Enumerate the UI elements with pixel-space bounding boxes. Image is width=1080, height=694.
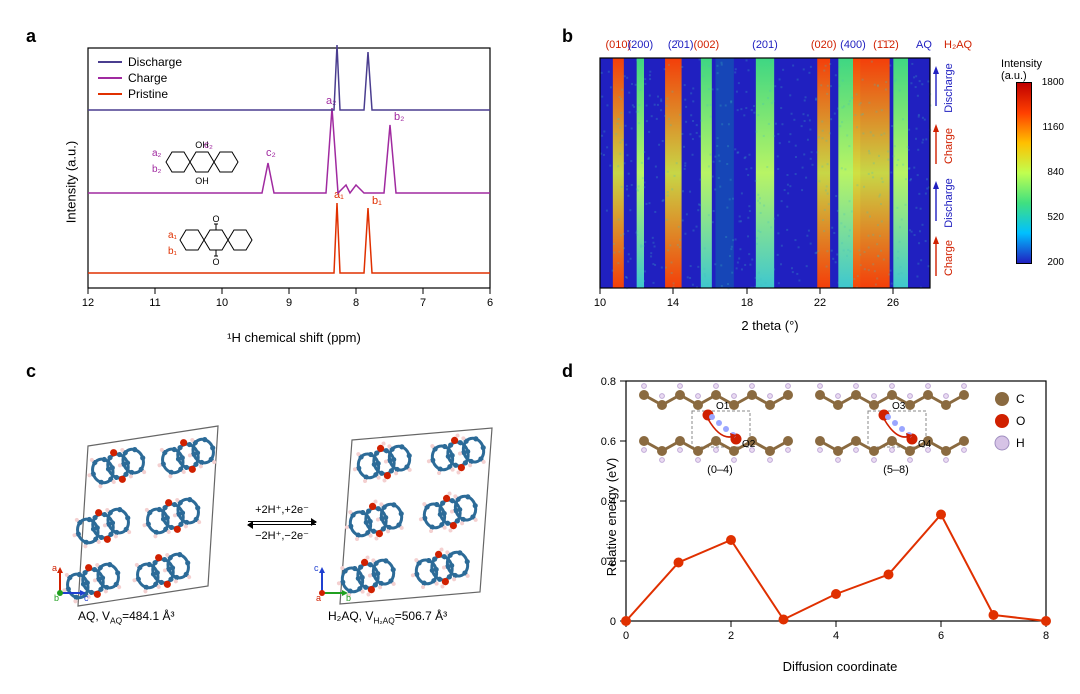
svg-text:0.8: 0.8	[601, 376, 616, 388]
svg-text:AQ: AQ	[916, 39, 932, 51]
svg-text:2: 2	[728, 630, 734, 642]
svg-text:O4: O4	[918, 439, 932, 450]
svg-text:14: 14	[667, 297, 679, 309]
panel-c-label: c	[26, 361, 36, 382]
svg-text:O3: O3	[892, 401, 906, 412]
svg-text:c₂: c₂	[204, 140, 213, 151]
svg-text:Charge: Charge	[128, 71, 168, 85]
svg-text:7: 7	[420, 297, 426, 309]
panel-d-svg: 0 0.2 0.4 0.6 0.8 0 2 4 6 8 O1 O2 (0–4) O3	[560, 367, 1080, 667]
panel-c: c AQ, VAQ=484.1 Å³ a b c	[24, 359, 524, 674]
svg-text:(002): (002)	[693, 39, 719, 51]
panel-d: d Relative energy (eV) 0 0.2 0.4 0.6 0.8…	[560, 359, 1080, 674]
svg-text:10: 10	[216, 297, 228, 309]
svg-text:(201): (201)	[752, 39, 778, 51]
svg-text:(2̄01): (2̄01)	[668, 39, 694, 51]
svg-text:OH: OH	[195, 176, 209, 186]
svg-text:8: 8	[1043, 630, 1049, 642]
svg-text:0.2: 0.2	[601, 556, 616, 568]
svg-text:b: b	[54, 593, 59, 601]
svg-text:(400): (400)	[840, 39, 866, 51]
caption-aq: AQ, VAQ=484.1 Å³	[78, 609, 175, 625]
svg-text:O: O	[212, 214, 219, 224]
svg-text:9: 9	[286, 297, 292, 309]
svg-text:O: O	[212, 257, 219, 267]
svg-text:O: O	[1016, 414, 1025, 428]
svg-text:12: 12	[82, 297, 94, 309]
svg-text:6: 6	[487, 297, 493, 309]
colorbar	[1016, 82, 1032, 264]
svg-text:22: 22	[814, 297, 826, 309]
panel-b: b	[560, 24, 1080, 339]
svg-text:b₂: b₂	[394, 111, 404, 123]
axes-triad-left: a b c	[52, 561, 92, 601]
svg-text:26: 26	[887, 297, 899, 309]
panel-d-xlabel: Diffusion coordinate	[783, 659, 898, 674]
panel-a-xlabel: ¹H chemical shift (ppm)	[227, 330, 361, 345]
svg-text:Pristine: Pristine	[128, 87, 168, 101]
axes-triad-right: c a b	[314, 561, 354, 601]
svg-text:c: c	[314, 563, 319, 573]
svg-text:H₂AQ: H₂AQ	[944, 39, 973, 51]
caption-h2aq: H₂AQ, VH₂AQ=506.7 Å³	[328, 609, 447, 625]
svg-text:Charge: Charge	[943, 240, 955, 276]
svg-text:c₂: c₂	[266, 147, 276, 159]
svg-text:(200): (200)	[627, 39, 653, 51]
svg-text:a₁: a₁	[334, 189, 344, 201]
svg-text:b₁: b₁	[372, 195, 382, 207]
panel-a-legend: Discharge Charge Pristine	[98, 55, 182, 101]
panel-b-xlabel: 2 theta (°)	[741, 318, 798, 333]
svg-text:a₂: a₂	[152, 148, 162, 159]
svg-text:Charge: Charge	[943, 128, 955, 164]
svg-text:b₁: b₁	[168, 246, 178, 257]
svg-text:0: 0	[610, 616, 616, 628]
svg-text:0: 0	[623, 630, 629, 642]
svg-text:H: H	[1016, 436, 1025, 450]
svg-text:10: 10	[594, 297, 606, 309]
svg-text:4: 4	[833, 630, 839, 642]
svg-text:Discharge: Discharge	[128, 55, 182, 69]
svg-text:c: c	[84, 593, 89, 601]
svg-text:b₂: b₂	[152, 164, 162, 175]
panel-a: a Intensity (a.u.) 12 11 10 9	[24, 24, 524, 339]
svg-text:a: a	[52, 563, 57, 573]
svg-text:b: b	[346, 593, 351, 601]
svg-text:O2: O2	[742, 439, 756, 450]
svg-text:(020): (020)	[811, 39, 837, 51]
svg-text:(5–8): (5–8)	[883, 464, 909, 476]
svg-text:a: a	[316, 593, 321, 601]
svg-text:18: 18	[741, 297, 753, 309]
svg-text:Discharge: Discharge	[943, 63, 955, 113]
svg-text:(1̄1̄2): (1̄1̄2)	[873, 39, 899, 51]
svg-text:(0–4): (0–4)	[707, 464, 733, 476]
svg-text:8: 8	[353, 297, 359, 309]
svg-text:6: 6	[938, 630, 944, 642]
svg-text:Discharge: Discharge	[943, 178, 955, 228]
reaction-arrows: +2H⁺,+2e⁻ −2H⁺,−2e⁻	[248, 501, 316, 545]
svg-text:0.4: 0.4	[601, 496, 616, 508]
svg-text:11: 11	[149, 297, 160, 309]
svg-text:O1: O1	[716, 401, 730, 412]
svg-text:0.6: 0.6	[601, 436, 616, 448]
svg-text:C: C	[1016, 392, 1025, 406]
panel-a-svg: 12 11 10 9 8 7 6 Discharge Charge Pristi…	[24, 36, 524, 326]
svg-text:a₁: a₁	[168, 230, 178, 241]
